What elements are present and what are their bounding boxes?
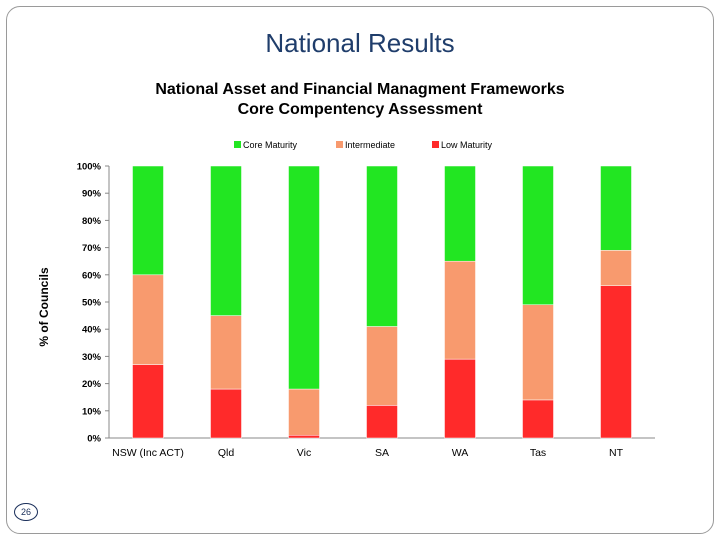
bar-segment-core-maturity (132, 165, 164, 276)
bar-segment-intermediate (132, 274, 164, 365)
y-tick-label: 10% (82, 406, 102, 417)
chart-title-line-1: National Asset and Financial Managment F… (155, 81, 565, 98)
x-tick-label: Tas (530, 447, 546, 459)
bar-segment-intermediate (288, 388, 320, 436)
legend-label: Core Maturity (243, 140, 298, 150)
bar-segment-intermediate (210, 315, 242, 390)
x-tick-label: NT (609, 447, 624, 459)
y-tick-label: 40% (82, 325, 102, 336)
bar-segment-core-maturity (288, 165, 320, 390)
legend-label: Low Maturity (441, 140, 493, 150)
bar-segment-low-maturity (132, 364, 164, 439)
y-tick-label: 100% (77, 162, 102, 173)
bar-segment-low-maturity (288, 435, 320, 439)
legend-swatch (432, 141, 439, 148)
x-tick-label: Vic (297, 447, 311, 459)
bar-segment-core-maturity (444, 165, 476, 262)
bar-segment-core-maturity (600, 165, 632, 251)
bar-segment-intermediate (366, 326, 398, 406)
x-tick-label: SA (375, 447, 389, 459)
bar-segment-low-maturity (444, 358, 476, 439)
y-tick-label: 70% (82, 243, 102, 254)
x-tick-label: NSW (Inc ACT) (112, 447, 184, 459)
legend-label: Intermediate (345, 140, 395, 150)
page-title: National Results (265, 28, 455, 58)
y-tick-label: 0% (87, 434, 101, 445)
bar-segment-intermediate (444, 260, 476, 360)
bar-segment-core-maturity (210, 165, 242, 316)
legend-swatch (336, 141, 343, 148)
bar-segment-low-maturity (366, 405, 398, 439)
page-number-badge: 26 (14, 503, 38, 521)
bar-segment-low-maturity (522, 399, 554, 439)
bar-segment-intermediate (600, 250, 632, 286)
bar-segment-core-maturity (522, 165, 554, 305)
y-tick-label: 30% (82, 352, 102, 363)
bar-segment-intermediate (522, 304, 554, 401)
legend-swatch (234, 141, 241, 148)
chart-title: National Asset and Financial Managment F… (0, 80, 720, 120)
chart-title-line-2: Core Compentency Assessment (237, 101, 483, 118)
bar-segment-low-maturity (210, 388, 242, 439)
y-tick-label: 90% (82, 189, 102, 200)
y-tick-label: 80% (82, 216, 102, 227)
x-tick-label: Qld (218, 447, 235, 459)
y-tick-label: 20% (82, 379, 102, 390)
y-tick-label: 50% (82, 298, 102, 309)
bar-segment-low-maturity (600, 285, 632, 439)
slide-frame (6, 6, 714, 534)
bar-segment-core-maturity (366, 165, 398, 327)
y-axis-title: % of Councils (37, 267, 51, 347)
y-tick-label: 60% (82, 270, 102, 281)
x-tick-label: WA (452, 447, 469, 459)
